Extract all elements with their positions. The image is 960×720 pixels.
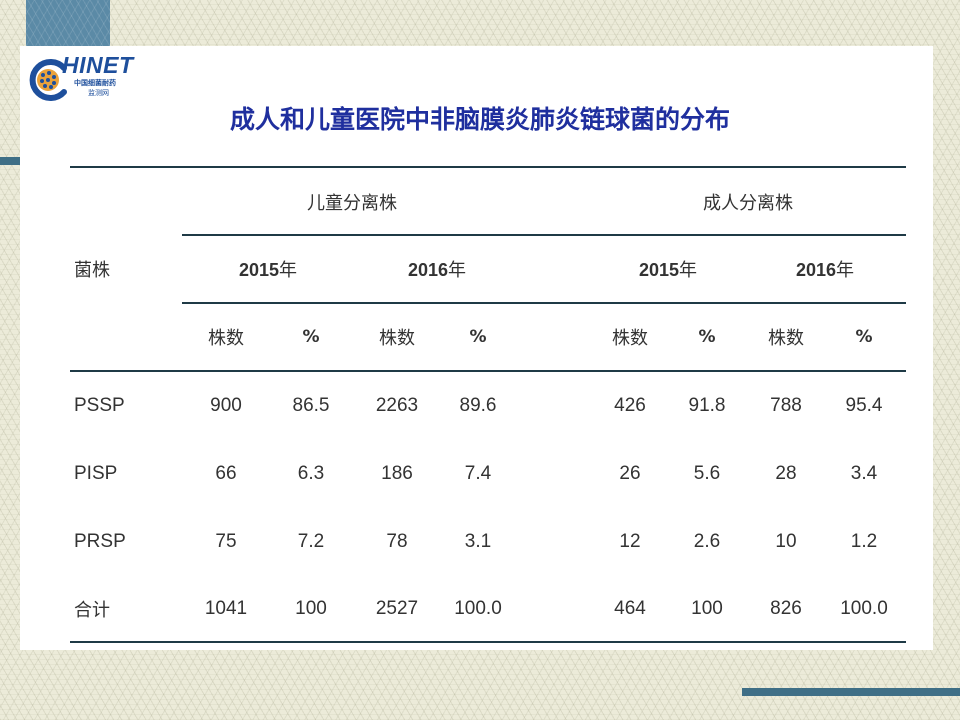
table-cell: 5.6 <box>693 463 721 484</box>
row-label-pssp: PSSP <box>74 395 125 416</box>
strain-header: 菌株 <box>74 260 110 281</box>
accent-bar-left <box>0 157 24 165</box>
year-header: 2016年 <box>795 260 855 281</box>
table-cell: 464 <box>614 598 646 619</box>
table-cell: 3.4 <box>850 463 878 484</box>
page-title: 成人和儿童医院中非脑膜炎肺炎链球菌的分布 <box>229 105 730 134</box>
table-rule-year <box>182 302 906 304</box>
table-cell: 95.4 <box>845 395 883 416</box>
table-cell: 75 <box>215 531 237 552</box>
table-rule-bottom <box>70 641 906 643</box>
table-rule-top <box>70 166 906 168</box>
subheader-count: 株数 <box>768 328 804 349</box>
table-cell: 2.6 <box>693 531 721 552</box>
subheader-percent: % <box>698 327 716 347</box>
chinet-logo: HINET 中国细菌耐药 监测网 <box>28 52 158 108</box>
table-cell: 3.1 <box>464 531 492 552</box>
table-cell: 2263 <box>375 395 419 416</box>
table-cell: 900 <box>210 395 242 416</box>
table-cell: 6.3 <box>297 463 325 484</box>
table-cell: 7.4 <box>464 463 492 484</box>
row-label-prsp: PRSP <box>74 531 126 552</box>
table-cell: 788 <box>770 395 802 416</box>
logo-globe-icon <box>29 59 67 101</box>
table-cell: 1041 <box>204 598 248 619</box>
table-cell: 2527 <box>375 598 419 619</box>
table-cell: 100.0 <box>454 598 502 619</box>
table-rule-group <box>182 234 906 236</box>
year-header: 2015年 <box>238 260 298 281</box>
table-cell: 100 <box>295 598 327 619</box>
table-rule-header-bottom <box>70 370 906 372</box>
subheader-percent: % <box>855 327 873 347</box>
logo-subtitle-2: 监测网 <box>88 89 109 97</box>
accent-bar-right <box>742 688 960 696</box>
subheader-count: 株数 <box>208 328 244 349</box>
table-cell: 28 <box>775 463 797 484</box>
subheader-count: 株数 <box>379 328 415 349</box>
row-label-pisp: PISP <box>74 463 118 484</box>
table-cell: 1.2 <box>850 531 878 552</box>
group-header-adults: 成人分离株 <box>703 193 793 214</box>
slide-panel <box>20 46 933 650</box>
year-header: 2015年 <box>638 260 698 281</box>
year-header: 2016年 <box>407 260 467 281</box>
table-cell: 426 <box>614 395 646 416</box>
table-cell: 86.5 <box>292 395 330 416</box>
table-cell: 100.0 <box>840 598 888 619</box>
subheader-percent: % <box>469 327 487 347</box>
table-cell: 186 <box>381 463 413 484</box>
table-cell: 91.8 <box>688 395 726 416</box>
logo-wordmark: HINET <box>62 52 134 78</box>
group-header-children: 儿童分离株 <box>307 193 397 214</box>
corner-decoration <box>26 0 110 46</box>
subheader-count: 株数 <box>612 328 648 349</box>
table-cell: 26 <box>619 463 641 484</box>
logo-subtitle: 中国细菌耐药 <box>74 79 116 87</box>
table-cell: 66 <box>215 463 237 484</box>
table-cell: 100 <box>691 598 723 619</box>
row-label-total: 合计 <box>74 600 110 621</box>
table-cell: 12 <box>619 531 641 552</box>
subheader-percent: % <box>302 327 320 347</box>
table-cell: 89.6 <box>459 395 497 416</box>
table-cell: 78 <box>386 531 408 552</box>
table-cell: 826 <box>770 598 802 619</box>
table-cell: 10 <box>775 531 797 552</box>
table-cell: 7.2 <box>297 531 325 552</box>
